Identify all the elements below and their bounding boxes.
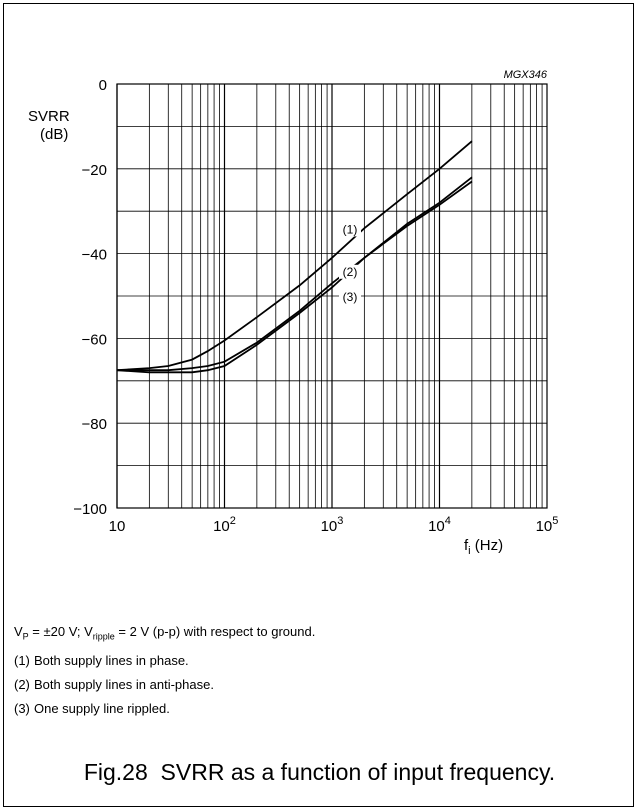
note-text: Both supply lines in anti-phase. — [34, 676, 214, 692]
note-number: (3) — [14, 700, 30, 716]
y-tick-label: −40 — [82, 247, 107, 264]
note-item: (3) One supply line rippled. — [14, 697, 315, 721]
x-tick-exponent: 2 — [230, 515, 236, 527]
y-tick-label: −60 — [82, 331, 107, 348]
series-label: (3) — [343, 290, 358, 304]
x-axis-label: fi (Hz) — [464, 537, 503, 557]
note-number: (2) — [14, 676, 30, 692]
y-tick-label: −80 — [82, 416, 107, 433]
x-tick-base: 10 — [321, 518, 338, 535]
series-label: (1) — [343, 222, 358, 236]
y-axis-label: (dB) — [40, 126, 68, 143]
note-number: (1) — [14, 652, 30, 668]
vp-symbol: V — [14, 624, 23, 639]
x-tick-exponent: 3 — [337, 515, 343, 527]
series-line — [116, 140, 473, 372]
vripple-symbol: V — [84, 624, 93, 639]
figure-code: MGX346 — [504, 69, 548, 81]
series-label-background — [339, 264, 361, 279]
note-text: One supply line rippled. — [34, 700, 170, 716]
vripple-subscript: ripple — [92, 631, 115, 642]
figure-caption: Fig.28 SVRR as a function of input frequ… — [83, 759, 556, 785]
series-line — [116, 180, 473, 374]
vripple-value: = 2 V (p-p) with respect to ground. — [114, 624, 316, 639]
vp-value: = ±20 V; — [28, 624, 85, 639]
series-label-background — [339, 222, 361, 237]
plot-area-border — [116, 83, 548, 509]
y-tick-label: 0 — [99, 77, 107, 94]
y-tick-label: −20 — [82, 162, 107, 179]
x-tick-exponent: 4 — [445, 515, 451, 527]
x-axis-symbol: f — [464, 537, 469, 554]
x-tick-label: 105 — [536, 515, 559, 535]
y-axis-label: SVRR — [28, 108, 70, 125]
x-tick-label: 104 — [428, 515, 451, 535]
x-axis-unit: (Hz) — [471, 537, 504, 554]
conditions-note: VP = ±20 V; Vripple = 2 V (p-p) with res… — [14, 620, 315, 649]
x-tick-base: 10 — [213, 518, 230, 535]
x-tick-exponent: 5 — [552, 515, 558, 527]
figure-notes: VP = ±20 V; Vripple = 2 V (p-p) with res… — [14, 620, 315, 721]
x-tick-base: 10 — [109, 518, 126, 535]
note-item: (1) Both supply lines in phase. — [14, 649, 315, 673]
note-text: Both supply lines in phase. — [34, 652, 189, 668]
x-tick-base: 10 — [428, 518, 445, 535]
vp-subscript: P — [22, 631, 29, 642]
x-tick-label: 103 — [321, 515, 344, 535]
x-tick-label: 10 — [109, 518, 126, 535]
figure-frame — [3, 3, 634, 807]
x-tick-base: 10 — [536, 518, 553, 535]
y-tick-label: −100 — [73, 501, 107, 518]
series-line — [117, 176, 473, 372]
x-axis-subscript: i — [468, 545, 470, 557]
x-tick-label: 102 — [213, 515, 236, 535]
grid-lines — [116, 83, 547, 509]
note-item: (2) Both supply lines in anti-phase. — [14, 673, 315, 697]
series-label-background — [339, 290, 361, 305]
series-label: (2) — [343, 265, 358, 279]
